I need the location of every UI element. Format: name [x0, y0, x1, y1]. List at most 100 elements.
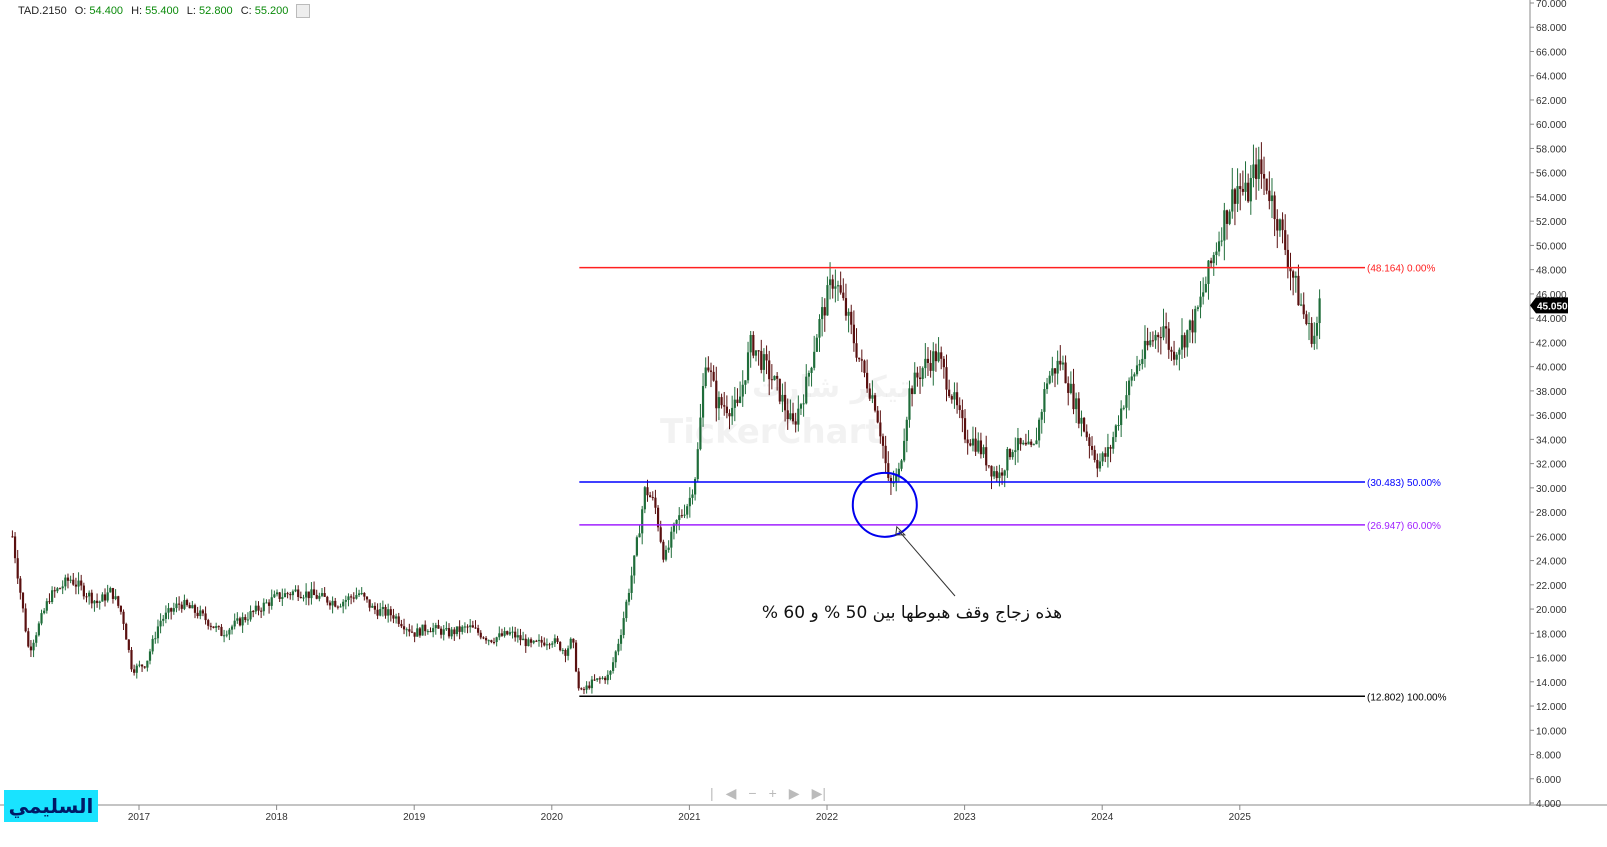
candle-body: [188, 605, 191, 609]
candle-body: [1191, 320, 1194, 333]
candle-body: [1064, 362, 1067, 384]
y-tick-label: 70.000: [1536, 0, 1567, 10]
candle-body: [209, 625, 212, 627]
candle-body: [249, 611, 252, 620]
fib-level-label: (12.802) 100.00%: [1367, 692, 1447, 703]
candle-body: [540, 639, 543, 643]
candle-body: [326, 596, 329, 603]
zoom-out-icon[interactable]: −: [748, 785, 757, 801]
candle-body: [1183, 335, 1186, 348]
candle-body: [140, 664, 144, 667]
candle-body: [1265, 178, 1268, 191]
candle-body: [45, 601, 48, 611]
candle-body: [741, 384, 744, 397]
candle-body: [230, 626, 234, 630]
candle-body: [535, 640, 538, 642]
scroll-right-icon[interactable]: ▶: [788, 785, 800, 801]
candle-body: [1249, 177, 1252, 202]
candle-body: [768, 360, 771, 380]
candle-body: [320, 593, 324, 596]
candles: [11, 142, 1321, 695]
candle-body: [1106, 447, 1110, 457]
candle-body: [16, 558, 19, 579]
chart-navigation-toolbar: | ◀ − + ▶ ▶|: [710, 785, 826, 802]
candle-body: [101, 594, 104, 602]
candle-body: [1085, 431, 1088, 438]
candle-body: [717, 397, 721, 409]
candle-body: [156, 626, 160, 639]
y-tick-label: 26.000: [1536, 532, 1567, 543]
candle-body: [807, 372, 811, 377]
candle-body: [162, 618, 165, 621]
candle-body: [776, 375, 779, 379]
candle-body: [667, 547, 670, 550]
candle-body: [392, 615, 395, 619]
candle-body: [64, 577, 67, 587]
candle-body: [940, 352, 943, 359]
candle-body: [929, 362, 932, 371]
settings-box-icon[interactable]: [296, 4, 311, 18]
candle-body: [821, 307, 824, 320]
candle-body: [291, 591, 295, 596]
y-tick-label: 18.000: [1536, 629, 1567, 640]
candle-body: [1053, 368, 1057, 374]
last-price-tag: [1530, 297, 1568, 314]
candle-body: [178, 603, 181, 605]
candle-body: [1281, 219, 1284, 231]
candle-body: [744, 380, 747, 385]
candle-body: [260, 610, 263, 612]
candle-body: [781, 394, 784, 402]
candle-body: [1000, 472, 1004, 476]
candle-body: [813, 351, 816, 368]
candle-body: [699, 417, 702, 450]
candle-body: [447, 628, 451, 637]
candle-body: [1088, 437, 1091, 446]
candle-body: [122, 611, 125, 624]
candle-body: [1302, 304, 1305, 315]
y-tick-label: 28.000: [1536, 508, 1567, 519]
candle-body: [728, 413, 731, 417]
candle-body: [278, 592, 281, 599]
candle-body: [437, 625, 440, 629]
candle-body: [651, 497, 654, 499]
fibonacci-levels[interactable]: (48.164) 0.00% (30.483) 50.00% (26.947) 60…: [579, 264, 1447, 704]
candle-body: [958, 405, 961, 411]
candle-body: [347, 596, 350, 601]
candle-body: [72, 579, 75, 585]
candle-body: [537, 639, 541, 642]
candle-body: [1027, 441, 1030, 445]
candle-body: [955, 392, 959, 406]
scroll-left-icon[interactable]: ◀: [725, 785, 737, 801]
zoom-in-icon[interactable]: +: [768, 785, 777, 801]
candle-body: [1244, 182, 1247, 192]
scroll-to-end-icon[interactable]: ▶|: [811, 785, 826, 801]
candle-body: [233, 620, 236, 627]
candle-body: [873, 395, 877, 411]
candle-body: [1101, 453, 1104, 462]
candle-body: [1011, 452, 1014, 458]
y-tick-label: 14.000: [1536, 678, 1567, 689]
candle-body: [1151, 340, 1155, 342]
candle-body: [331, 600, 334, 606]
candle-body: [1141, 358, 1144, 364]
candle-body: [357, 593, 361, 596]
candle-body: [1143, 340, 1147, 359]
candle-body: [442, 629, 445, 635]
candle-body: [948, 389, 951, 397]
candle-body: [492, 642, 496, 644]
fib-level-label: (48.164) 0.00%: [1367, 264, 1435, 275]
candle-body: [360, 593, 363, 595]
candle-body: [532, 640, 535, 643]
candle-body: [860, 359, 863, 361]
candle-body: [273, 594, 276, 598]
candle-body: [836, 285, 840, 287]
candle-body: [1154, 334, 1157, 341]
candle-body: [715, 380, 718, 409]
candle-body: [672, 523, 676, 532]
y-tick-label: 24.000: [1536, 557, 1567, 568]
candle-body: [1180, 335, 1184, 350]
candle-body: [228, 629, 231, 635]
candle-body: [1035, 440, 1038, 445]
candle-body: [244, 617, 247, 620]
